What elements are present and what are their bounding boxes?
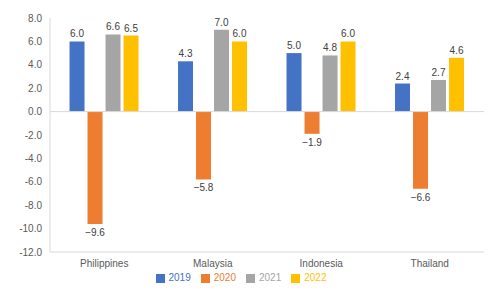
- svg-text:4.6: 4.6: [450, 45, 464, 56]
- svg-text:6.0: 6.0: [70, 28, 84, 39]
- svg-text:Malaysia: Malaysia: [193, 258, 233, 269]
- html-text:2021: 2021: [259, 272, 282, 283]
- svg-text:Thailand: Thailand: [411, 258, 449, 269]
- svg-text:6.5: 6.5: [124, 23, 138, 34]
- svg-text:5.0: 5.0: [287, 40, 301, 51]
- svg-text:−6.6: −6.6: [411, 192, 431, 203]
- svg-text:−5.8: −5.8: [194, 182, 214, 193]
- html-text:2022: 2022: [304, 272, 327, 283]
- svg-text:0.0: 0.0: [28, 106, 42, 117]
- svg-text:−9.6: −9.6: [85, 227, 105, 238]
- svg-text:8.0: 8.0: [28, 13, 42, 24]
- svg-text:-12.0: -12.0: [19, 247, 42, 258]
- svg-text:-2.0: -2.0: [25, 130, 43, 141]
- svg-text:4.0: 4.0: [28, 59, 42, 70]
- svg-text:Philippines: Philippines: [80, 258, 128, 269]
- svg-text:-6.0: -6.0: [25, 176, 43, 187]
- svg-text:6.0: 6.0: [233, 28, 247, 39]
- svg-text:-8.0: -8.0: [25, 200, 43, 211]
- svg-text:4.3: 4.3: [179, 48, 193, 59]
- svg-text:2.7: 2.7: [432, 67, 446, 78]
- svg-text:6.0: 6.0: [28, 36, 42, 47]
- svg-text:2.0: 2.0: [28, 83, 42, 94]
- svg-text:−1.9: −1.9: [302, 137, 322, 148]
- svg-text:7.0: 7.0: [215, 17, 229, 28]
- svg-text:2.4: 2.4: [396, 71, 410, 82]
- html-text:2019: 2019: [168, 272, 191, 283]
- svg-text:4.8: 4.8: [323, 42, 337, 53]
- svg-text:6.6: 6.6: [106, 21, 120, 32]
- svg-text:-4.0: -4.0: [25, 153, 43, 164]
- svg-text:6.0: 6.0: [341, 28, 355, 39]
- html-text:2020: 2020: [213, 272, 236, 283]
- svg-text:Indonesia: Indonesia: [300, 258, 344, 269]
- svg-text:-10.0: -10.0: [19, 223, 42, 234]
